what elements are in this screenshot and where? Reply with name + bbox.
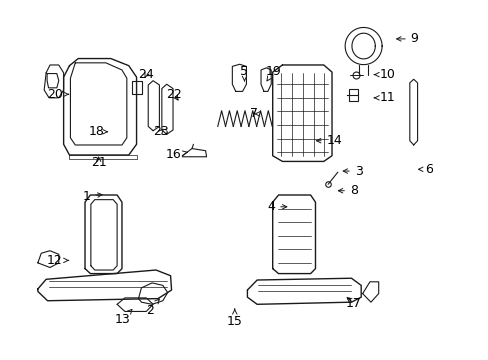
Text: 17: 17 <box>345 297 361 310</box>
Text: 4: 4 <box>267 200 286 213</box>
Text: 6: 6 <box>418 163 432 176</box>
Text: 15: 15 <box>226 309 242 328</box>
Text: 23: 23 <box>153 125 168 138</box>
Text: 20: 20 <box>47 88 68 101</box>
Text: 8: 8 <box>338 184 357 197</box>
Text: 7: 7 <box>250 107 259 120</box>
Text: 10: 10 <box>373 68 395 81</box>
Text: 12: 12 <box>47 254 68 267</box>
Text: 5: 5 <box>240 64 248 81</box>
Text: 22: 22 <box>166 88 182 101</box>
Text: 18: 18 <box>88 125 107 138</box>
Text: 19: 19 <box>265 64 281 81</box>
Text: 2: 2 <box>145 299 159 317</box>
Text: 11: 11 <box>374 91 395 104</box>
Text: 13: 13 <box>115 309 132 326</box>
Text: 9: 9 <box>396 32 418 45</box>
Text: 21: 21 <box>91 156 106 168</box>
Text: 14: 14 <box>316 134 342 147</box>
Text: 16: 16 <box>166 148 187 162</box>
Text: 1: 1 <box>82 190 102 203</box>
Text: 24: 24 <box>138 68 154 81</box>
Text: 3: 3 <box>343 165 362 177</box>
